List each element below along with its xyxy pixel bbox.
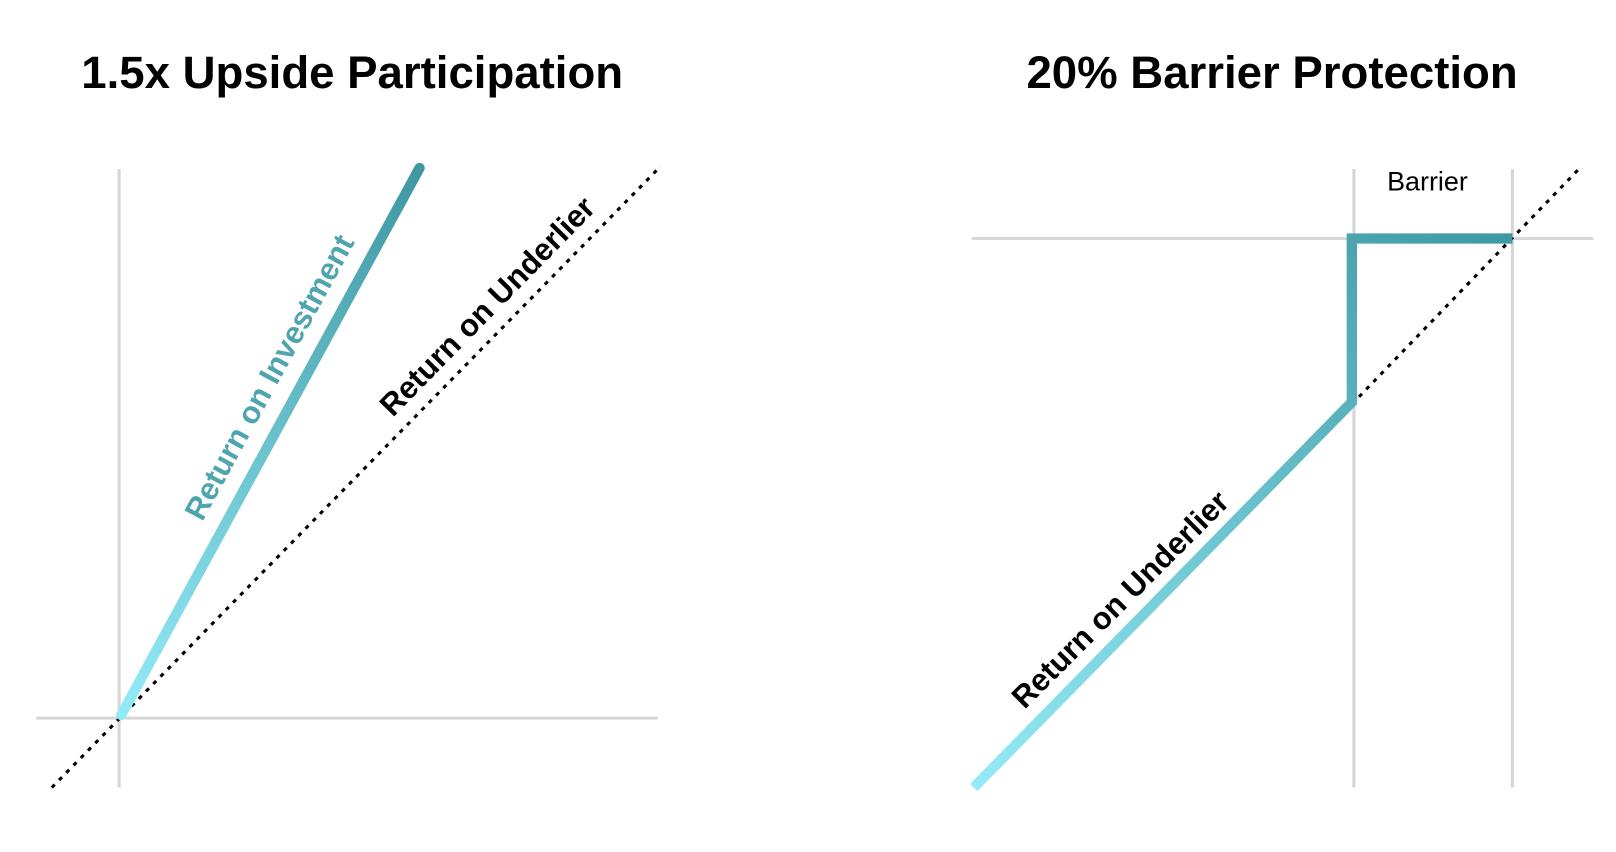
panel-upside: 1.5x Upside Participation Return on Inve… [36, 47, 663, 789]
investment-line [116, 162, 425, 721]
barrier-label: Barrier [1387, 167, 1468, 197]
underlier-line [50, 164, 663, 789]
panel-title: 20% Barrier Protection [1026, 47, 1517, 98]
investment-line [970, 233, 1513, 792]
underlier-line [1350, 164, 1583, 406]
panel-barrier: 20% Barrier Protection Barrier Return on… [970, 47, 1594, 792]
line-label: Return on Underlier [1005, 484, 1236, 715]
line-label: Return on Underlier [373, 190, 602, 423]
panel-title: 1.5x Upside Participation [81, 47, 623, 98]
line-label: Return on Investment [178, 229, 362, 526]
